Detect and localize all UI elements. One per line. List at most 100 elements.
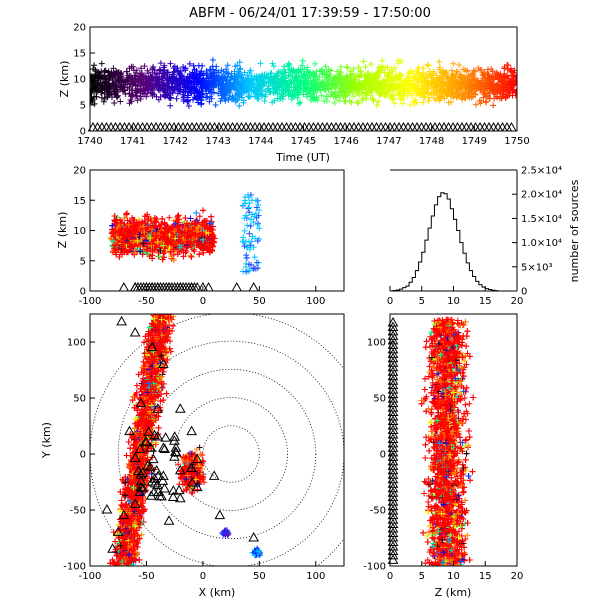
station-marker <box>492 121 504 132</box>
source-mark <box>479 75 486 82</box>
source-mark <box>198 91 205 98</box>
station-marker <box>330 121 342 132</box>
source-mark <box>501 72 508 79</box>
source-mark <box>98 83 105 90</box>
source-mark <box>98 89 105 96</box>
source-mark <box>297 99 304 106</box>
source-mark <box>230 95 237 102</box>
source-mark <box>375 87 382 94</box>
source-mark <box>187 215 194 222</box>
source-mark <box>307 80 314 87</box>
source-mark <box>393 82 400 89</box>
station-marker <box>488 121 499 132</box>
source-mark <box>441 90 448 97</box>
source-mark <box>236 66 243 73</box>
source-mark <box>208 218 215 225</box>
histogram-x-tick-label: 0 <box>387 296 393 307</box>
time-height-x-tick-label: 1749 <box>462 136 487 147</box>
source-mark <box>442 69 449 76</box>
station-marker <box>101 121 112 132</box>
source-mark <box>199 62 206 69</box>
station-marker <box>348 121 360 132</box>
source-mark <box>414 67 421 74</box>
station-marker <box>438 121 450 132</box>
station-marker <box>434 121 445 132</box>
source-mark <box>510 87 517 94</box>
source-mark <box>334 92 341 99</box>
source-mark <box>391 100 398 107</box>
source-mark <box>132 89 139 96</box>
source-mark <box>159 215 166 222</box>
source-mark <box>254 237 261 244</box>
source-mark <box>344 79 351 86</box>
source-mark <box>456 61 463 68</box>
source-mark <box>157 247 164 254</box>
source-mark <box>436 88 443 95</box>
source-mark <box>300 72 307 79</box>
station-marker <box>411 121 423 132</box>
source-mark <box>265 85 272 92</box>
source-mark <box>228 70 235 77</box>
source-mark <box>116 254 123 261</box>
source-mark <box>246 81 253 88</box>
source-mark <box>122 234 129 241</box>
source-mark <box>425 62 432 69</box>
source-mark <box>249 211 256 218</box>
source-mark <box>487 76 494 83</box>
source-mark <box>209 226 216 233</box>
source-mark <box>324 93 331 100</box>
source-mark <box>259 83 266 90</box>
station-marker <box>299 121 310 132</box>
height-histogram-panel: 0 5 10 15 20 05×10³1.0×10⁴1.5×10⁴2.0×10⁴2.5×… <box>387 166 581 308</box>
source-mark <box>490 84 497 91</box>
histogram-y-tick-label: 1.0×10⁴ <box>521 238 562 249</box>
source-mark <box>110 65 117 72</box>
source-mark <box>213 76 220 83</box>
source-mark <box>204 246 211 253</box>
source-mark <box>184 78 191 85</box>
source-mark <box>195 99 202 106</box>
plan-view-sources <box>107 314 264 566</box>
x-height-y-tick-label: 20 <box>73 166 86 177</box>
source-mark <box>211 78 218 85</box>
station-marker <box>141 121 153 132</box>
source-mark <box>166 87 173 94</box>
source-mark <box>188 253 195 260</box>
source-mark <box>462 87 469 94</box>
source-mark <box>141 91 148 98</box>
source-mark <box>233 86 240 93</box>
station-marker <box>123 121 135 132</box>
source-mark <box>136 219 143 226</box>
source-mark <box>430 89 437 96</box>
source-mark <box>170 77 177 84</box>
station-marker <box>339 121 351 132</box>
time-height-stations <box>87 121 517 132</box>
source-mark <box>508 72 515 79</box>
source-mark <box>407 102 414 109</box>
source-mark <box>109 237 116 244</box>
source-mark <box>199 229 206 236</box>
source-mark <box>447 88 454 95</box>
source-mark <box>190 62 197 69</box>
source-mark <box>213 63 220 70</box>
source-mark <box>200 207 207 214</box>
source-mark <box>454 80 461 87</box>
station-marker <box>105 121 117 132</box>
source-mark <box>398 94 405 101</box>
station-marker <box>447 121 459 132</box>
source-mark <box>177 77 184 84</box>
source-mark <box>254 265 261 272</box>
source-mark <box>194 239 201 246</box>
source-mark <box>147 235 154 242</box>
station-marker <box>393 121 405 132</box>
source-mark <box>355 73 362 80</box>
source-mark <box>363 95 370 102</box>
source-mark <box>390 77 397 84</box>
source-mark <box>485 77 492 84</box>
source-mark <box>421 94 428 101</box>
station-marker <box>272 121 283 132</box>
source-mark <box>232 76 239 83</box>
source-mark <box>203 246 210 253</box>
source-mark <box>167 248 174 255</box>
x-height-x-tick-label: 50 <box>253 296 266 307</box>
